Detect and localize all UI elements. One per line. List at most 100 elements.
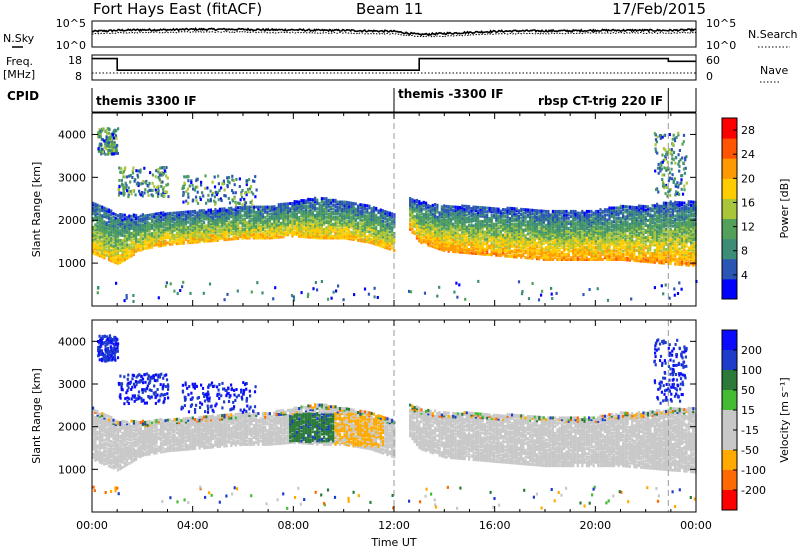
power-cell (311, 234, 314, 238)
power-cell (266, 219, 269, 223)
power-cell (128, 255, 131, 259)
power-cell (345, 200, 348, 204)
power-cell (554, 228, 557, 232)
power-cell (268, 219, 271, 223)
power-cell (327, 229, 330, 233)
power-cell (558, 252, 561, 256)
power-cell (309, 228, 312, 232)
power-cell (386, 224, 389, 228)
power-cell (268, 233, 271, 236)
power-cell (191, 235, 194, 239)
power-cell (350, 234, 353, 238)
power-cell (159, 240, 163, 244)
power-cell (291, 227, 294, 231)
power-cell (266, 212, 269, 216)
power-cell (379, 242, 382, 246)
power-cell (311, 229, 314, 233)
power-cell (341, 210, 344, 214)
power-cell (601, 221, 604, 225)
power-cell (248, 224, 251, 228)
power-cell (232, 237, 235, 241)
power-cell (370, 207, 373, 211)
power-cell (445, 227, 448, 231)
power-cell (264, 229, 267, 233)
power-cell (354, 207, 357, 211)
power-cell (205, 210, 208, 214)
power-cell (107, 230, 111, 234)
power-cell (105, 241, 108, 245)
power-cell (377, 230, 380, 233)
power-cell (135, 224, 138, 228)
power-cell (381, 228, 385, 232)
power-cell (359, 235, 362, 239)
power-cell (325, 198, 328, 202)
power-cell (237, 213, 240, 216)
power-cell (119, 261, 122, 265)
power-cell (354, 226, 357, 230)
power-cell (153, 214, 156, 218)
power-cell (454, 224, 457, 228)
power-cell (438, 211, 441, 215)
power-cell (191, 239, 194, 243)
power-cell (286, 205, 289, 209)
power-cell (200, 219, 203, 223)
power-cell (264, 219, 267, 223)
power-cell (338, 207, 342, 211)
power-cell (563, 209, 566, 213)
power-cell (232, 216, 235, 220)
power-cell (157, 217, 160, 221)
power-cell (110, 255, 113, 259)
power-cell (379, 234, 382, 238)
power-cell (96, 239, 99, 243)
power-cell (316, 227, 319, 231)
power-cell (336, 221, 339, 225)
power-cell (227, 210, 231, 214)
power-cell (293, 219, 296, 222)
power-cell (334, 224, 337, 228)
power-cell (182, 240, 185, 243)
power-cell (298, 229, 301, 233)
power-cell (488, 253, 491, 257)
power-cell (218, 221, 221, 225)
power-cell (431, 231, 434, 235)
power-cell (101, 252, 104, 255)
power-cell (237, 233, 240, 237)
power-cell (334, 227, 337, 231)
power-cell (372, 237, 376, 240)
power-cell (280, 235, 283, 239)
power-cell (320, 229, 323, 233)
power-cell (280, 225, 283, 229)
power-cell (594, 209, 597, 213)
power-cell (96, 207, 99, 211)
power-cell (361, 237, 364, 241)
power-cell (284, 212, 287, 216)
power-cell (502, 208, 505, 211)
power-cell (565, 244, 568, 248)
power-cell (162, 230, 165, 234)
power-cell (567, 220, 570, 224)
power-cell (465, 204, 468, 208)
power-cell (531, 212, 534, 216)
power-cell (209, 222, 212, 226)
power-cell (359, 222, 362, 225)
power-cell (332, 207, 335, 211)
power-cell (334, 198, 337, 202)
power-cell (221, 231, 224, 235)
power-cell (214, 225, 217, 229)
power-cell (366, 207, 369, 211)
power-cell (307, 223, 310, 227)
freq-label: Freq. (6, 55, 33, 68)
power-cell (103, 246, 106, 250)
power-cell (338, 202, 342, 206)
power-cell (137, 240, 140, 243)
power-cell (377, 233, 380, 237)
power-cell (116, 246, 120, 250)
power-cell (212, 227, 215, 231)
power-cell (270, 205, 274, 209)
power-cell (259, 224, 262, 228)
nsky-label: N.Sky (3, 32, 35, 45)
power-cell (166, 236, 169, 240)
power-cell (282, 213, 285, 216)
power-cell (207, 217, 210, 221)
power-cell (105, 216, 108, 220)
